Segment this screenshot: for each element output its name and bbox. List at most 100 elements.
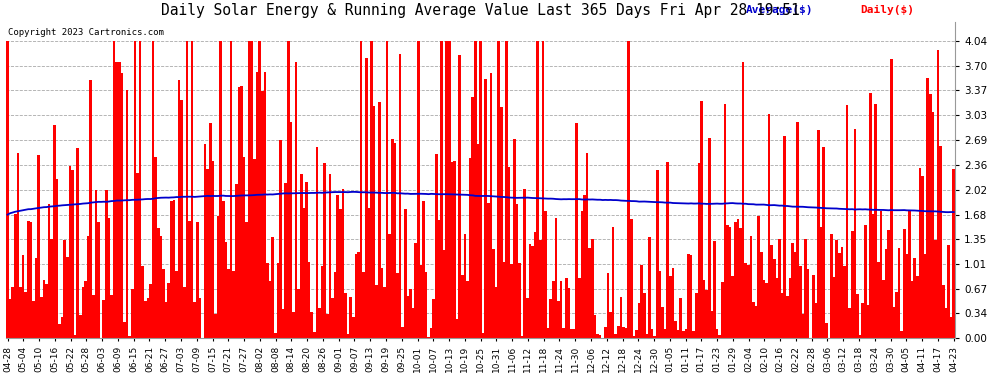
Bar xyxy=(303,208,305,338)
Bar xyxy=(183,287,185,338)
Bar xyxy=(435,154,438,338)
Bar xyxy=(87,236,89,338)
Bar xyxy=(134,41,137,338)
Bar xyxy=(295,62,297,338)
Bar xyxy=(599,335,602,338)
Bar xyxy=(393,143,396,338)
Bar xyxy=(781,293,783,338)
Bar xyxy=(609,312,612,338)
Bar xyxy=(162,269,164,338)
Bar xyxy=(139,41,142,338)
Bar xyxy=(233,271,235,338)
Bar xyxy=(749,236,752,338)
Bar xyxy=(768,114,770,338)
Bar xyxy=(409,289,412,338)
Bar xyxy=(204,144,206,338)
Bar xyxy=(537,41,540,338)
Bar xyxy=(754,306,757,338)
Bar xyxy=(235,184,238,338)
Bar xyxy=(441,41,443,338)
Bar xyxy=(581,211,583,338)
Bar xyxy=(248,41,250,338)
Bar xyxy=(534,231,537,338)
Bar xyxy=(575,123,578,338)
Bar xyxy=(903,229,906,338)
Bar xyxy=(71,171,74,338)
Bar xyxy=(289,122,292,338)
Bar xyxy=(284,183,287,338)
Bar xyxy=(365,58,367,338)
Bar xyxy=(463,234,466,338)
Bar xyxy=(19,287,22,338)
Bar xyxy=(687,254,690,338)
Bar xyxy=(35,258,38,338)
Bar xyxy=(274,333,276,338)
Bar xyxy=(700,101,703,338)
Bar xyxy=(263,72,266,338)
Bar xyxy=(791,243,794,338)
Bar xyxy=(719,334,721,338)
Bar xyxy=(487,203,490,338)
Bar xyxy=(604,327,607,338)
Bar xyxy=(802,314,804,338)
Bar xyxy=(471,97,474,338)
Bar xyxy=(142,266,144,338)
Bar xyxy=(929,94,932,338)
Bar xyxy=(825,323,828,338)
Bar xyxy=(591,239,594,338)
Bar xyxy=(346,334,349,338)
Bar xyxy=(55,179,58,338)
Bar xyxy=(711,310,713,338)
Bar xyxy=(206,169,209,338)
Bar xyxy=(669,276,671,338)
Bar xyxy=(916,276,919,338)
Bar xyxy=(560,281,562,338)
Bar xyxy=(22,255,25,338)
Bar xyxy=(144,301,147,338)
Bar xyxy=(243,158,246,338)
Bar xyxy=(227,269,230,338)
Bar xyxy=(607,273,609,338)
Bar xyxy=(742,62,744,338)
Bar xyxy=(919,168,921,338)
Bar xyxy=(890,59,893,338)
Bar xyxy=(492,249,495,338)
Bar xyxy=(428,337,430,338)
Bar xyxy=(872,214,874,338)
Bar xyxy=(521,336,524,338)
Bar xyxy=(586,153,588,338)
Bar xyxy=(552,281,554,338)
Bar xyxy=(815,303,817,338)
Bar xyxy=(212,162,214,338)
Bar xyxy=(30,222,33,338)
Bar xyxy=(648,237,650,338)
Bar xyxy=(708,138,711,338)
Bar xyxy=(664,328,666,338)
Bar xyxy=(324,163,326,338)
Bar xyxy=(799,266,802,338)
Bar xyxy=(666,162,669,338)
Bar xyxy=(546,327,549,338)
Bar xyxy=(474,41,477,338)
Bar xyxy=(253,159,255,338)
Bar xyxy=(172,201,175,338)
Bar xyxy=(833,278,836,338)
Bar xyxy=(334,272,337,338)
Bar xyxy=(625,328,628,338)
Bar xyxy=(653,336,656,338)
Bar xyxy=(727,225,729,338)
Bar xyxy=(126,90,129,338)
Bar xyxy=(952,169,955,338)
Bar xyxy=(562,328,565,338)
Bar xyxy=(516,204,519,338)
Bar xyxy=(53,125,55,338)
Bar xyxy=(508,168,511,338)
Bar xyxy=(110,295,113,338)
Bar xyxy=(326,314,329,338)
Bar xyxy=(554,218,557,338)
Bar xyxy=(526,298,529,338)
Bar xyxy=(838,254,841,338)
Bar xyxy=(151,41,154,338)
Bar xyxy=(453,162,455,338)
Bar xyxy=(46,284,48,338)
